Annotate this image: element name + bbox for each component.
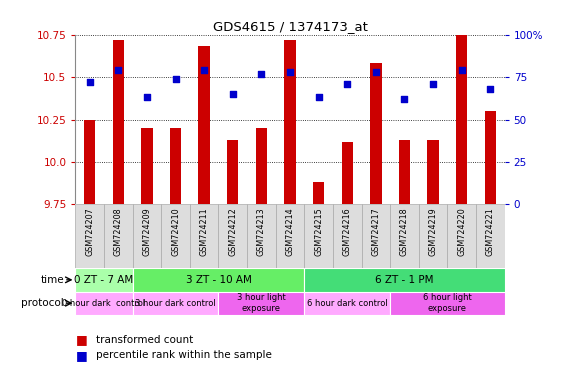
Point bbox=[343, 81, 352, 87]
Bar bbox=[276, 204, 304, 268]
Bar bbox=[256, 128, 267, 204]
Text: GSM724211: GSM724211 bbox=[200, 208, 209, 256]
Point bbox=[485, 86, 495, 92]
Text: GSM724207: GSM724207 bbox=[85, 208, 94, 257]
Text: 0 ZT - 7 AM: 0 ZT - 7 AM bbox=[74, 275, 133, 285]
Bar bbox=[456, 35, 467, 204]
Text: GSM724208: GSM724208 bbox=[114, 208, 123, 256]
Bar bbox=[198, 46, 210, 204]
Bar bbox=[133, 268, 304, 291]
Text: 3 hour light
exposure: 3 hour light exposure bbox=[237, 293, 286, 313]
Point bbox=[200, 67, 209, 73]
Text: GSM724216: GSM724216 bbox=[343, 208, 351, 256]
Text: GSM724219: GSM724219 bbox=[429, 208, 437, 257]
Bar bbox=[75, 291, 133, 315]
Point bbox=[400, 96, 409, 102]
Bar bbox=[75, 268, 133, 291]
Point bbox=[228, 91, 237, 97]
Text: GSM724221: GSM724221 bbox=[486, 208, 495, 257]
Bar bbox=[419, 204, 447, 268]
Point bbox=[429, 81, 438, 87]
Text: ■: ■ bbox=[75, 333, 87, 346]
Text: GSM724214: GSM724214 bbox=[285, 208, 295, 256]
Bar bbox=[361, 204, 390, 268]
Bar bbox=[161, 204, 190, 268]
Text: 3 hour dark control: 3 hour dark control bbox=[135, 299, 216, 308]
Point bbox=[285, 69, 295, 75]
Bar bbox=[304, 291, 390, 315]
Bar bbox=[476, 204, 505, 268]
Text: 6 hour light
exposure: 6 hour light exposure bbox=[423, 293, 472, 313]
Bar bbox=[304, 268, 505, 291]
Text: GSM724213: GSM724213 bbox=[257, 208, 266, 256]
Text: ■: ■ bbox=[75, 349, 87, 362]
Point bbox=[171, 76, 180, 82]
Title: GDS4615 / 1374173_at: GDS4615 / 1374173_at bbox=[212, 20, 368, 33]
Bar bbox=[284, 40, 296, 204]
Bar bbox=[133, 291, 219, 315]
Text: 0 hour dark  control: 0 hour dark control bbox=[63, 299, 146, 308]
Text: 6 ZT - 1 PM: 6 ZT - 1 PM bbox=[375, 275, 434, 285]
Point bbox=[85, 79, 95, 85]
Bar bbox=[141, 128, 153, 204]
Bar bbox=[219, 291, 304, 315]
Bar bbox=[427, 140, 439, 204]
Point bbox=[371, 69, 380, 75]
Point bbox=[257, 71, 266, 77]
Bar bbox=[227, 140, 238, 204]
Text: protocol: protocol bbox=[21, 298, 64, 308]
Bar bbox=[75, 204, 104, 268]
Text: 3 ZT - 10 AM: 3 ZT - 10 AM bbox=[186, 275, 251, 285]
Bar bbox=[104, 204, 133, 268]
Bar bbox=[133, 204, 161, 268]
Point bbox=[114, 67, 123, 73]
Bar bbox=[390, 291, 505, 315]
Bar bbox=[390, 204, 419, 268]
Bar bbox=[247, 204, 276, 268]
Point bbox=[314, 94, 323, 101]
Bar bbox=[304, 204, 333, 268]
Bar bbox=[113, 40, 124, 204]
Bar bbox=[398, 140, 410, 204]
Text: 6 hour dark control: 6 hour dark control bbox=[307, 299, 387, 308]
Bar bbox=[342, 142, 353, 204]
Bar bbox=[447, 204, 476, 268]
Text: GSM724215: GSM724215 bbox=[314, 208, 323, 257]
Bar bbox=[333, 204, 361, 268]
Text: GSM724220: GSM724220 bbox=[457, 208, 466, 257]
Text: GSM724212: GSM724212 bbox=[229, 208, 237, 257]
Bar bbox=[313, 182, 324, 204]
Text: time: time bbox=[41, 275, 64, 285]
Text: GSM724210: GSM724210 bbox=[171, 208, 180, 256]
Text: percentile rank within the sample: percentile rank within the sample bbox=[96, 350, 271, 360]
Bar bbox=[484, 111, 496, 204]
Bar bbox=[170, 128, 182, 204]
Text: GSM724209: GSM724209 bbox=[143, 208, 151, 257]
Text: GSM724218: GSM724218 bbox=[400, 208, 409, 256]
Bar bbox=[219, 204, 247, 268]
Point bbox=[142, 94, 151, 101]
Text: transformed count: transformed count bbox=[96, 335, 193, 345]
Bar bbox=[84, 119, 96, 204]
Point bbox=[457, 67, 466, 73]
Bar bbox=[190, 204, 219, 268]
Bar bbox=[370, 63, 382, 204]
Text: GSM724217: GSM724217 bbox=[371, 208, 380, 257]
